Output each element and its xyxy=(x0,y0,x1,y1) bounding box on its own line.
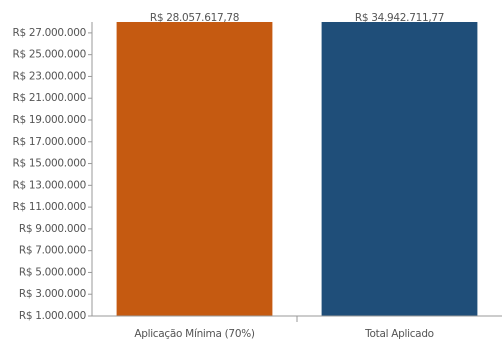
x-tick-label: Aplicação Mínima (70%) xyxy=(134,328,255,340)
y-tick-label: R$ 7.000.000 xyxy=(19,245,86,257)
plot-area xyxy=(116,22,478,317)
y-tick-label: R$ 23.000.000 xyxy=(12,70,86,82)
y-tick-label: R$ 15.000.000 xyxy=(12,158,86,170)
bar xyxy=(116,22,273,316)
y-tick-label: R$ 17.000.000 xyxy=(12,136,86,148)
y-tick-label: R$ 21.000.000 xyxy=(12,92,86,104)
y-tick-label: R$ 9.000.000 xyxy=(19,223,86,235)
y-tick-label: R$ 3.000.000 xyxy=(19,288,86,300)
y-tick-label: R$ 11.000.000 xyxy=(12,201,86,213)
x-tick-label: Total Aplicado xyxy=(364,328,434,340)
y-tick-label: R$ 13.000.000 xyxy=(12,179,86,191)
value-label: R$ 28.057.617,78 xyxy=(150,12,239,24)
value-label: R$ 34.942.711,77 xyxy=(355,12,444,24)
y-tick-label: R$ 27.000.000 xyxy=(12,27,86,39)
y-tick-label: R$ 25.000.000 xyxy=(12,49,86,61)
y-tick-label: R$ 19.000.000 xyxy=(12,114,86,126)
y-tick-label: R$ 1.000.000 xyxy=(19,310,86,322)
bar xyxy=(321,22,478,317)
y-tick-label: R$ 5.000.000 xyxy=(19,266,86,278)
